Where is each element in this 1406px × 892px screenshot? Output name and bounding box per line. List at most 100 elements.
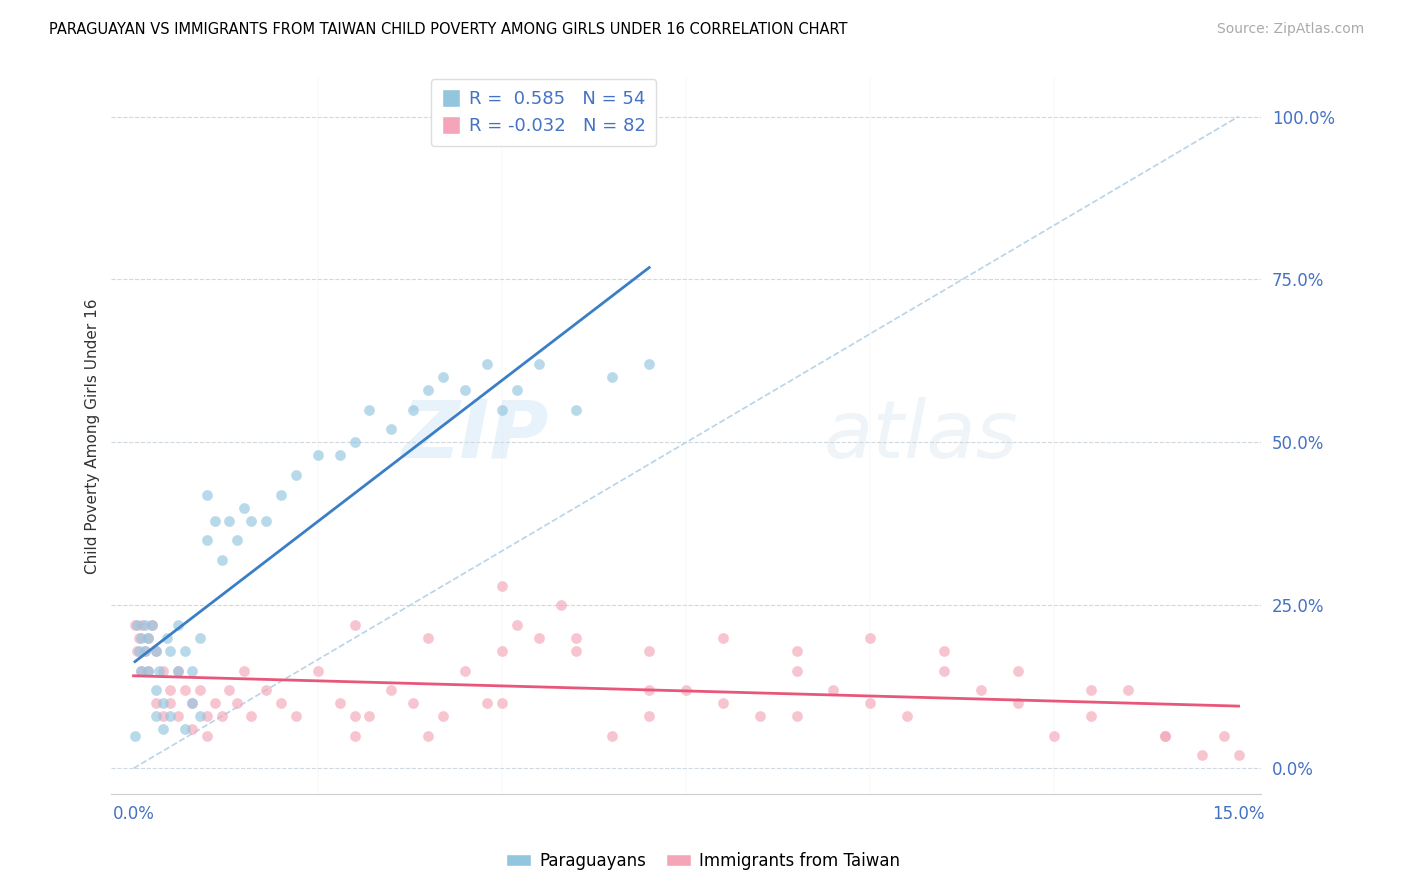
Point <box>432 709 454 723</box>
Point <box>329 696 352 710</box>
Point <box>475 696 498 710</box>
Point <box>181 722 204 736</box>
Point <box>675 683 697 698</box>
Point <box>159 644 181 658</box>
Point <box>136 631 159 645</box>
Point <box>124 618 146 632</box>
Point <box>1191 748 1213 763</box>
Point <box>225 533 247 548</box>
Point <box>1116 683 1139 698</box>
Point <box>491 644 513 658</box>
Point <box>380 422 402 436</box>
Point <box>128 631 150 645</box>
Point <box>152 709 174 723</box>
Point <box>195 533 218 548</box>
Point <box>124 729 146 743</box>
Point <box>859 631 882 645</box>
Point <box>211 553 233 567</box>
Point <box>475 357 498 371</box>
Point <box>136 664 159 678</box>
Point <box>159 683 181 698</box>
Point <box>359 402 381 417</box>
Point <box>148 664 170 678</box>
Point <box>505 384 527 398</box>
Point <box>159 696 181 710</box>
Point <box>166 709 188 723</box>
Point <box>152 696 174 710</box>
Point <box>134 644 156 658</box>
Point <box>195 729 218 743</box>
Point <box>638 644 661 658</box>
Point <box>711 696 734 710</box>
Point <box>141 618 163 632</box>
Point <box>152 664 174 678</box>
Point <box>1154 729 1177 743</box>
Point <box>1080 683 1102 698</box>
Point <box>204 696 226 710</box>
Point <box>195 709 218 723</box>
Point <box>145 644 167 658</box>
Text: ZIP: ZIP <box>401 397 548 475</box>
Point <box>564 644 586 658</box>
Point <box>136 664 159 678</box>
Point <box>159 709 181 723</box>
Point <box>152 722 174 736</box>
Point <box>823 683 845 698</box>
Point <box>711 631 734 645</box>
Point <box>602 729 624 743</box>
Point <box>225 696 247 710</box>
Legend: R =  0.585   N = 54, R = -0.032   N = 82: R = 0.585 N = 54, R = -0.032 N = 82 <box>430 79 657 146</box>
Point <box>181 696 204 710</box>
Point <box>145 683 167 698</box>
Point <box>402 696 425 710</box>
Point <box>134 618 156 632</box>
Point <box>188 631 211 645</box>
Point <box>204 514 226 528</box>
Point <box>402 402 425 417</box>
Point <box>307 449 329 463</box>
Point <box>932 664 955 678</box>
Point <box>127 618 149 632</box>
Point <box>156 631 179 645</box>
Text: atlas: atlas <box>824 397 1019 475</box>
Point <box>786 664 808 678</box>
Point <box>145 644 167 658</box>
Point <box>1007 664 1029 678</box>
Point <box>240 514 263 528</box>
Y-axis label: Child Poverty Among Girls Under 16: Child Poverty Among Girls Under 16 <box>86 298 100 574</box>
Point <box>1154 729 1177 743</box>
Point <box>638 709 661 723</box>
Point <box>174 683 197 698</box>
Point <box>638 357 661 371</box>
Point <box>141 618 163 632</box>
Point <box>638 683 661 698</box>
Point <box>564 631 586 645</box>
Point <box>970 683 993 698</box>
Point <box>859 696 882 710</box>
Point <box>329 449 352 463</box>
Point <box>550 599 572 613</box>
Point <box>129 631 152 645</box>
Point <box>1227 748 1250 763</box>
Point <box>1007 696 1029 710</box>
Text: PARAGUAYAN VS IMMIGRANTS FROM TAIWAN CHILD POVERTY AMONG GIRLS UNDER 16 CORRELAT: PARAGUAYAN VS IMMIGRANTS FROM TAIWAN CHI… <box>49 22 848 37</box>
Point <box>418 631 440 645</box>
Point <box>166 664 188 678</box>
Point <box>211 709 233 723</box>
Point <box>527 357 550 371</box>
Point <box>602 370 624 384</box>
Point <box>131 618 153 632</box>
Point <box>786 709 808 723</box>
Point <box>233 500 256 515</box>
Point <box>270 696 292 710</box>
Point <box>174 722 197 736</box>
Point <box>491 402 513 417</box>
Point <box>240 709 263 723</box>
Point <box>343 709 366 723</box>
Point <box>505 618 527 632</box>
Point <box>418 384 440 398</box>
Point <box>166 618 188 632</box>
Point <box>932 644 955 658</box>
Point <box>188 709 211 723</box>
Point <box>748 709 770 723</box>
